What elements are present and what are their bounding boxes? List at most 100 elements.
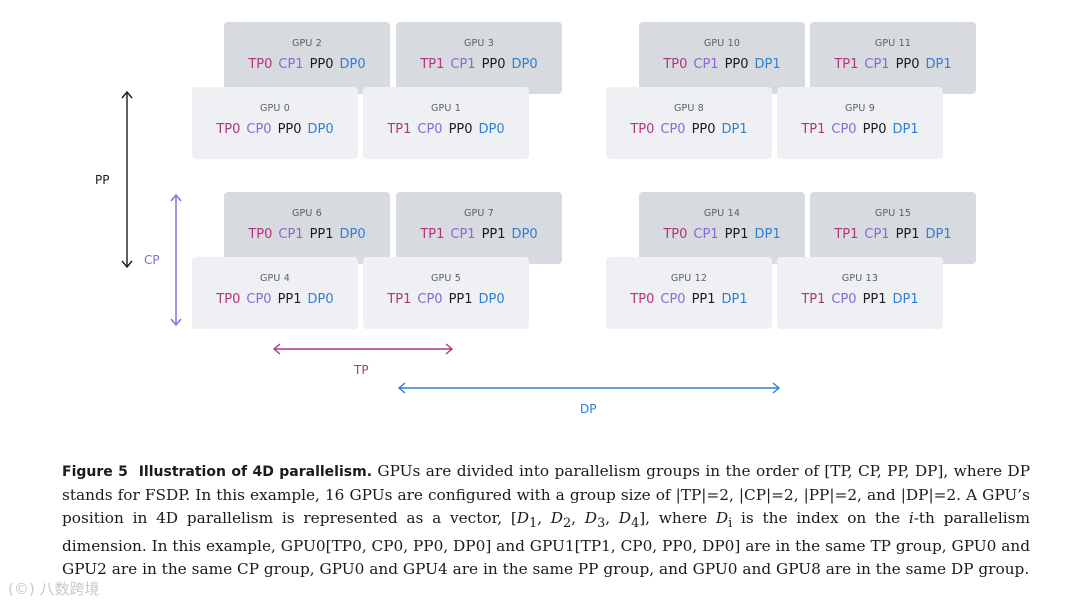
- tp-rank-tag: TP0: [216, 122, 241, 137]
- pp-rank-tag: PP0: [724, 57, 749, 72]
- sep-3: ,: [605, 508, 619, 527]
- caption-text-4: -th parallelism dimension. In this examp…: [62, 508, 1030, 579]
- pp-rank-tag: PP1: [895, 227, 920, 242]
- tp-rank-tag: TP1: [801, 292, 826, 307]
- gpu-name: GPU 14: [703, 208, 741, 219]
- sep-2: ,: [571, 508, 585, 527]
- cp-rank-tag: CP0: [660, 292, 686, 307]
- gpu-name: GPU 12: [670, 273, 708, 284]
- dp-rank-tag: DP0: [339, 57, 366, 72]
- gpu-rank-tags: TP1 CP1 PP1 DP1: [810, 227, 976, 242]
- pp-arrow: [121, 90, 133, 269]
- gpu-card-gpu6: GPU 6 TP0 CP1 PP1 DP0: [224, 192, 390, 264]
- var-d2: D: [550, 508, 564, 527]
- var-d1: D: [516, 508, 530, 527]
- tp-rank-tag: TP1: [387, 122, 412, 137]
- pp-rank-tag: PP1: [724, 227, 749, 242]
- gpu-name: GPU 9: [844, 103, 876, 114]
- dp-rank-tag: DP0: [339, 227, 366, 242]
- pp-rank-tag: PP0: [309, 57, 334, 72]
- figure-label: Figure 5: [62, 464, 128, 480]
- gpu-rank-tags: TP0 CP0 PP1 DP0: [192, 292, 358, 307]
- gpu-card-gpu14: GPU 14 TP0 CP1 PP1 DP1: [639, 192, 805, 264]
- cp-rank-tag: CP1: [693, 57, 719, 72]
- pp-rank-tag: PP0: [277, 122, 302, 137]
- dp-rank-tag: DP1: [754, 227, 781, 242]
- gpu-rank-tags: TP1 CP0 PP1 DP1: [777, 292, 943, 307]
- gpu-card-gpu7: GPU 7 TP1 CP1 PP1 DP0: [396, 192, 562, 264]
- gpu-rank-tags: TP1 CP0 PP1 DP0: [363, 292, 529, 307]
- dp-rank-tag: DP0: [511, 57, 538, 72]
- tp-rank-tag: TP1: [420, 227, 445, 242]
- dp-rank-tag: DP0: [307, 122, 334, 137]
- cp-rank-tag: CP0: [417, 292, 443, 307]
- cp-rank-tag: CP0: [417, 122, 443, 137]
- gpu-card-gpu5: GPU 5 TP1 CP0 PP1 DP0: [363, 257, 529, 329]
- tp-rank-tag: TP0: [663, 227, 688, 242]
- tp-rank-tag: TP0: [248, 57, 273, 72]
- gpu-rank-tags: TP0 CP1 PP0 DP1: [639, 57, 805, 72]
- cp-axis-label: CP: [144, 253, 160, 267]
- dp-rank-tag: DP0: [478, 122, 505, 137]
- tp-rank-tag: TP1: [834, 227, 859, 242]
- cp-rank-tag: CP0: [246, 292, 272, 307]
- cp-rank-tag: CP1: [450, 57, 476, 72]
- gpu-card-gpu11: GPU 11 TP1 CP1 PP0 DP1: [810, 22, 976, 94]
- dp-axis-label: DP: [580, 402, 597, 416]
- cp-arrow: [170, 193, 182, 327]
- gpu-name: GPU 15: [874, 208, 912, 219]
- sub-3: 3: [597, 515, 606, 531]
- pp-rank-tag: PP1: [862, 292, 887, 307]
- cp-rank-tag: CP1: [450, 227, 476, 242]
- cp-rank-tag: CP0: [660, 122, 686, 137]
- gpu-rank-tags: TP1 CP1 PP1 DP0: [396, 227, 562, 242]
- gpu-rank-tags: TP1 CP1 PP0 DP0: [396, 57, 562, 72]
- gpu-name: GPU 3: [463, 38, 495, 49]
- pp-rank-tag: PP1: [448, 292, 473, 307]
- var-d3: D: [584, 508, 598, 527]
- pp-axis-label: PP: [95, 173, 110, 187]
- gpu-card-gpu12: GPU 12 TP0 CP0 PP1 DP1: [606, 257, 772, 329]
- cp-rank-tag: CP1: [278, 227, 304, 242]
- dp-rank-tag: DP1: [892, 292, 919, 307]
- tp-rank-tag: TP1: [387, 292, 412, 307]
- gpu-name: GPU 7: [463, 208, 495, 219]
- tp-rank-tag: TP0: [630, 292, 655, 307]
- dp-rank-tag: DP1: [754, 57, 781, 72]
- var-di: D: [715, 508, 729, 527]
- dp-rank-tag: DP0: [511, 227, 538, 242]
- dp-rank-tag: DP0: [307, 292, 334, 307]
- gpu-rank-tags: TP0 CP0 PP0 DP1: [606, 122, 772, 137]
- sub-4: 4: [631, 515, 640, 531]
- gpu-rank-tags: TP1 CP0 PP0 DP1: [777, 122, 943, 137]
- dp-rank-tag: DP1: [721, 292, 748, 307]
- gpu-card-gpu15: GPU 15 TP1 CP1 PP1 DP1: [810, 192, 976, 264]
- gpu-rank-tags: TP0 CP0 PP1 DP1: [606, 292, 772, 307]
- gpu-name: GPU 0: [259, 103, 291, 114]
- pp-rank-tag: PP1: [481, 227, 506, 242]
- dp-rank-tag: DP1: [892, 122, 919, 137]
- sep-1: ,: [537, 508, 551, 527]
- caption-text-2: ], where: [639, 508, 716, 527]
- var-d4: D: [618, 508, 632, 527]
- gpu-name: GPU 10: [703, 38, 741, 49]
- gpu-name: GPU 8: [673, 103, 705, 114]
- tp-rank-tag: TP1: [420, 57, 445, 72]
- gpu-name: GPU 5: [430, 273, 462, 284]
- cp-rank-tag: CP0: [831, 292, 857, 307]
- cp-rank-tag: CP0: [831, 122, 857, 137]
- pp-rank-tag: PP0: [862, 122, 887, 137]
- gpu-rank-tags: TP0 CP1 PP1 DP0: [224, 227, 390, 242]
- tp-rank-tag: TP0: [663, 57, 688, 72]
- cp-rank-tag: CP1: [278, 57, 304, 72]
- var-i: i: [908, 508, 914, 527]
- tp-axis-label: TP: [354, 363, 369, 377]
- gpu-card-gpu10: GPU 10 TP0 CP1 PP0 DP1: [639, 22, 805, 94]
- gpu-card-gpu0: GPU 0 TP0 CP0 PP0 DP0: [192, 87, 358, 159]
- gpu-card-gpu1: GPU 1 TP1 CP0 PP0 DP0: [363, 87, 529, 159]
- pp-rank-tag: PP1: [691, 292, 716, 307]
- cp-rank-tag: CP1: [864, 227, 890, 242]
- gpu-card-gpu3: GPU 3 TP1 CP1 PP0 DP0: [396, 22, 562, 94]
- gpu-rank-tags: TP1 CP1 PP0 DP1: [810, 57, 976, 72]
